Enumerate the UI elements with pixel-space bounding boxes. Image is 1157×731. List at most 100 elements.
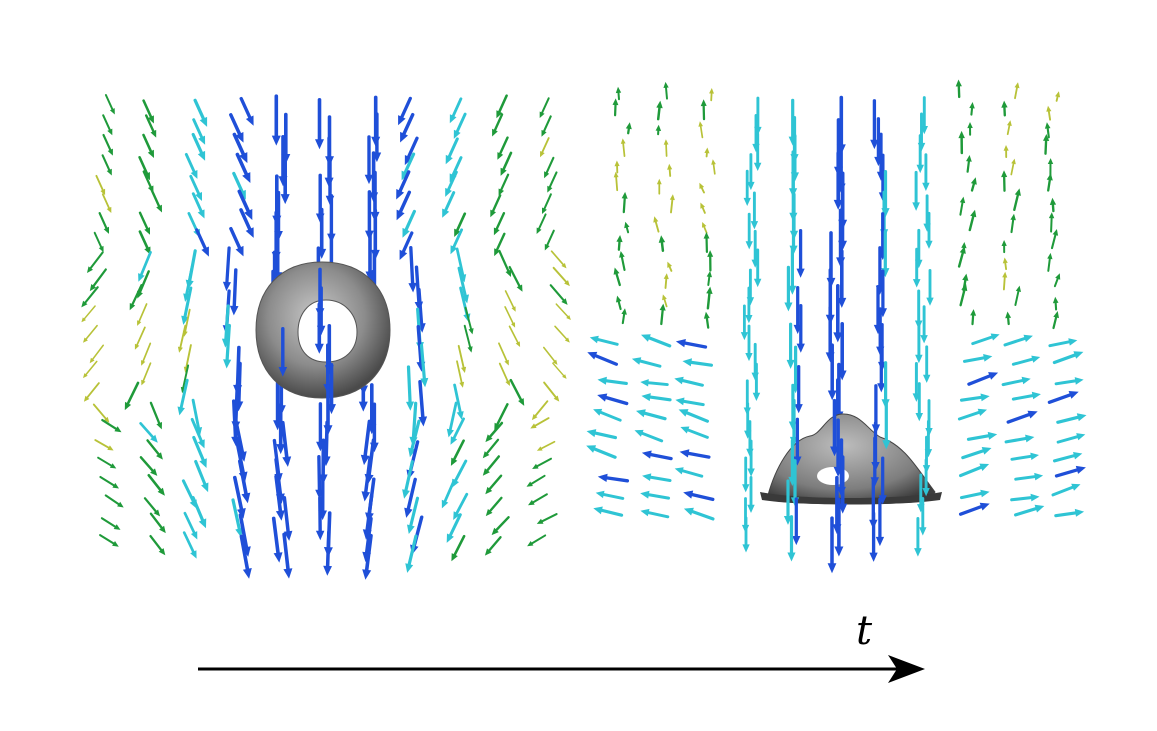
vector-arrowhead: [484, 548, 492, 556]
vector-arrowhead: [532, 463, 539, 469]
vector-arrowhead: [1046, 173, 1053, 181]
vector-arrowhead: [396, 189, 405, 200]
vector-arrowhead: [679, 449, 690, 458]
vector-arrow-icon: [1050, 214, 1053, 233]
vector-arrowhead: [1068, 338, 1078, 346]
vector-arrowhead: [239, 152, 248, 164]
vector-arrowhead: [544, 243, 550, 251]
vector-arrow-icon: [364, 493, 374, 536]
vector-arrowhead: [450, 436, 458, 445]
vector-arrow-icon: [637, 430, 664, 443]
vector-arrowhead: [244, 209, 253, 220]
vector-arrow-icon: [99, 534, 117, 546]
vector-arrowhead: [235, 245, 244, 257]
vector-arrow-icon: [364, 516, 373, 559]
vector-arrowhead: [456, 411, 464, 420]
vector-arrow-icon: [94, 439, 112, 450]
vector-arrowhead: [669, 194, 675, 201]
vector-arrowhead: [468, 328, 474, 335]
vector-arrow-icon: [645, 452, 673, 461]
vector-arrowhead: [459, 381, 465, 388]
vector-arrowhead: [498, 188, 504, 196]
vector-arrow-icon: [125, 381, 140, 408]
vector-arrow-icon: [450, 97, 463, 121]
vector-arrowhead: [640, 379, 649, 387]
vector-arrowhead: [561, 298, 568, 305]
vector-arrow-icon: [191, 192, 204, 216]
vector-arrow-icon: [493, 516, 510, 534]
vector-arrow-icon: [417, 287, 424, 329]
vector-arrowhead: [675, 339, 686, 348]
vector-arrow-icon: [183, 308, 191, 335]
vector-arrow-icon: [149, 534, 164, 554]
vector-arrow-icon: [540, 137, 550, 156]
vector-arrowhead: [707, 250, 714, 257]
vector-arrowhead: [400, 131, 408, 143]
vector-arrowhead: [794, 404, 803, 414]
vector-arrowhead: [280, 194, 290, 205]
vector-arrow-icon: [149, 512, 165, 532]
vector-arrow-icon: [534, 457, 552, 469]
vector-arrowhead: [402, 227, 410, 238]
vector-arrow-icon: [1011, 393, 1038, 401]
vector-arrowhead: [1047, 252, 1053, 260]
vector-arrow-icon: [683, 427, 709, 439]
vector-arrow-icon: [1052, 352, 1080, 365]
vector-arrow-icon: [143, 497, 159, 515]
vector-arrow-icon: [497, 136, 509, 158]
vector-arrowhead: [107, 148, 113, 156]
vector-arrow-icon: [1013, 191, 1020, 211]
vector-arrowhead: [653, 216, 659, 223]
vector-arrowhead: [150, 468, 158, 476]
vector-arrowhead: [553, 395, 560, 402]
vector-arrow-icon: [406, 534, 418, 570]
vector-arrowhead: [784, 302, 793, 312]
panel-vortex-impact: [586, 79, 1087, 574]
vector-arrow-icon: [1050, 231, 1058, 250]
vector-arrow-icon: [139, 422, 157, 441]
vector-arrowhead: [955, 79, 962, 87]
vector-arrow-icon: [543, 381, 559, 400]
vector-arrow-icon: [679, 340, 708, 349]
vector-arrowhead: [659, 303, 666, 311]
flattened-torus-surface: [760, 413, 942, 505]
vector-arrowhead: [147, 115, 154, 124]
vector-arrow-icon: [665, 141, 668, 157]
vector-arrow-icon: [396, 170, 411, 197]
vector-arrow-icon: [282, 532, 291, 575]
vector-arrow-icon: [405, 477, 417, 515]
vector-arrow-icon: [670, 196, 674, 214]
vector-arrow-icon: [498, 342, 509, 364]
vector-arrowhead: [641, 334, 651, 342]
vector-arrow-icon: [446, 137, 459, 162]
vector-arrowhead: [536, 227, 542, 234]
vector-arrowhead: [83, 373, 88, 379]
vector-arrow-icon: [232, 132, 247, 160]
vector-arrowhead: [531, 414, 538, 421]
vector-arrowhead: [552, 359, 558, 365]
vector-arrowhead: [1044, 122, 1051, 129]
vector-arrow-icon: [192, 118, 205, 142]
vector-arrow-icon: [590, 352, 619, 366]
vector-arrowhead: [562, 374, 567, 379]
vector-arrow-icon: [409, 419, 421, 454]
vector-arrowhead: [461, 366, 467, 373]
vector-arrowhead: [402, 489, 410, 499]
vector-arrowhead: [1075, 465, 1086, 474]
vector-arrowhead: [983, 354, 993, 362]
vector-arrowhead: [527, 541, 534, 547]
vector-arrow-icon: [239, 534, 250, 575]
vector-arrow-icon: [615, 174, 619, 192]
vector-arrowhead: [620, 138, 626, 144]
vector-arrow-icon: [686, 492, 715, 502]
vector-arrowhead: [511, 306, 516, 312]
vector-arrow-icon: [549, 284, 567, 304]
vector-arrowhead: [150, 129, 157, 138]
vector-field-right-front: [747, 398, 933, 574]
vector-arrowhead: [147, 149, 154, 158]
vector-arrow-icon: [1014, 506, 1041, 517]
vector-arrowhead: [109, 108, 115, 115]
vector-arrowhead: [245, 115, 254, 126]
vector-arrow-icon: [1004, 436, 1031, 444]
vector-arrowhead: [641, 393, 651, 402]
